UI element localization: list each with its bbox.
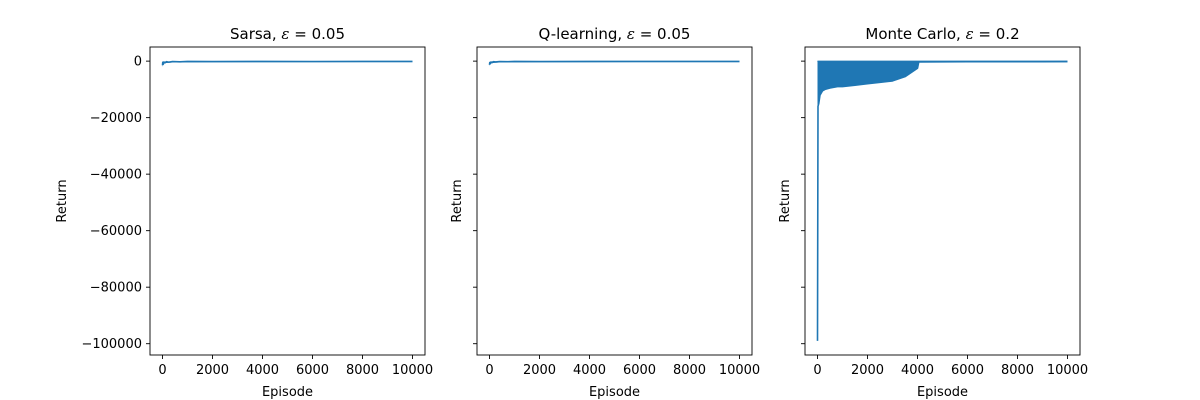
subplot-3: 0 2000 4000 6000 8000 10000 Episode Return Monte…: [778, 25, 1088, 400]
x-tick-label: 8000: [673, 363, 706, 378]
subplot-2: 0 2000 4000 6000 8000 10000 Episode Return Q-lea…: [450, 25, 760, 400]
x-tick-label: 8000: [1001, 363, 1034, 378]
x-tick-label: 6000: [623, 363, 656, 378]
title-prefix: Sarsa,: [230, 25, 281, 43]
x-tick-label: 2000: [851, 363, 884, 378]
y-tick-label: −80000: [90, 281, 142, 296]
axes-frame: [149, 46, 426, 356]
axes-frame: [804, 46, 1081, 356]
plot-title: Monte Carlo, ε = 0.2: [865, 25, 1019, 43]
x-tick-label: 10000: [719, 363, 760, 378]
x-tick-label: 0: [813, 363, 821, 378]
subplot-1: 0 2000 4000 6000 8000 10000 0 −20000 −40000 −6000…: [55, 25, 433, 400]
y-tick-label: −100000: [81, 337, 142, 352]
x-tick-label: 4000: [246, 363, 279, 378]
x-tick-label: 0: [485, 363, 493, 378]
x-tick-label: 6000: [296, 363, 329, 378]
title-prefix: Monte Carlo,: [865, 25, 965, 43]
x-tick-label: 10000: [1047, 363, 1088, 378]
y-tick-label: 0: [134, 55, 142, 70]
x-tick-label: 8000: [346, 363, 379, 378]
title-suffix: = 0.05: [289, 25, 345, 43]
title-suffix: = 0.05: [635, 25, 691, 43]
series-line: [488, 60, 740, 65]
x-tick-label: 6000: [951, 363, 984, 378]
series-group: [488, 60, 740, 67]
x-tick-label: 2000: [196, 363, 229, 378]
x-tick-label: 10000: [392, 363, 433, 378]
x-tick-label: 0: [158, 363, 166, 378]
x-axis-label: Episode: [917, 385, 968, 400]
x-tick-label: 2000: [523, 363, 556, 378]
y-axis-label: Return: [55, 179, 70, 222]
title-symbol: ε: [281, 25, 289, 43]
plot-title: Sarsa, ε = 0.05: [230, 25, 345, 43]
plot-title: Q-learning, ε = 0.05: [539, 25, 691, 43]
x-tick-label: 4000: [573, 363, 606, 378]
x-tick-label: 4000: [901, 363, 934, 378]
y-tick-label: −60000: [90, 224, 142, 239]
y-axis-label: Return: [450, 179, 465, 222]
series-group: [816, 60, 1068, 341]
axes-frame: [476, 46, 753, 356]
series-line: [161, 60, 413, 66]
title-symbol: ε: [966, 25, 974, 43]
y-tick-label: −20000: [90, 111, 142, 126]
title-suffix: = 0.2: [974, 25, 1020, 43]
x-axis-label: Episode: [589, 385, 640, 400]
x-axis-label: Episode: [262, 385, 313, 400]
series-group: [161, 60, 413, 68]
y-axis-label: Return: [778, 179, 793, 222]
title-symbol: ε: [627, 25, 635, 43]
title-prefix: Q-learning,: [539, 25, 627, 43]
y-tick-label: −40000: [90, 168, 142, 183]
